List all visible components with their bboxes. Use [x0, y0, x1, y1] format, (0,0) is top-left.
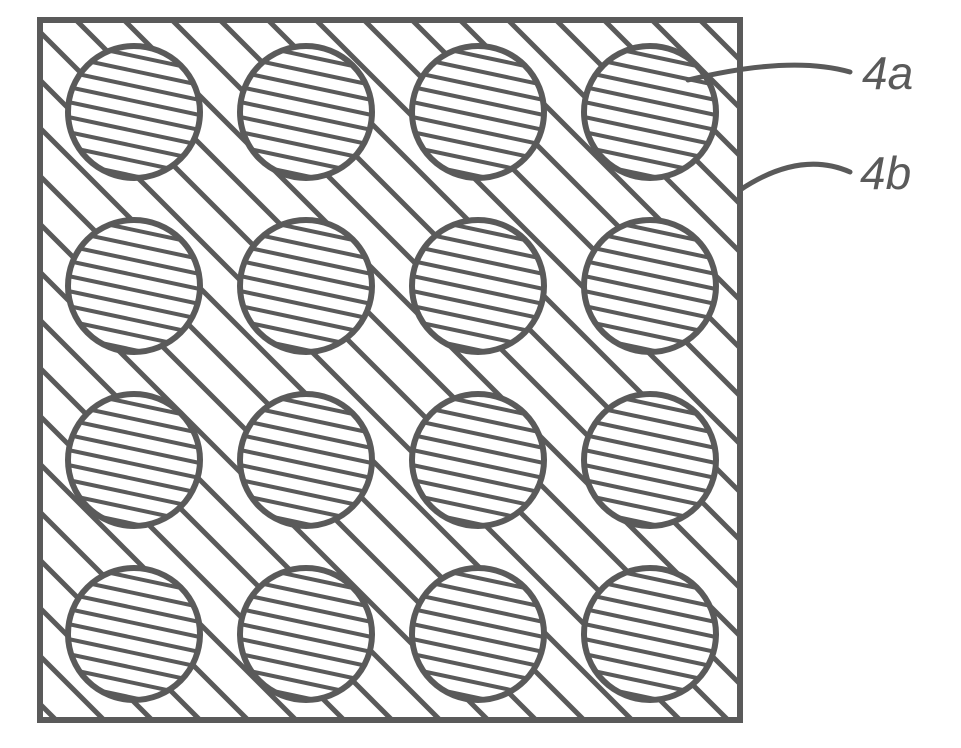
lead-4b [740, 164, 850, 190]
callout-label-4a: 4a [862, 46, 913, 100]
callout-label-4b: 4b [860, 146, 911, 200]
diagram-stage: 4a 4b [0, 0, 961, 748]
diagram-svg [0, 0, 961, 748]
